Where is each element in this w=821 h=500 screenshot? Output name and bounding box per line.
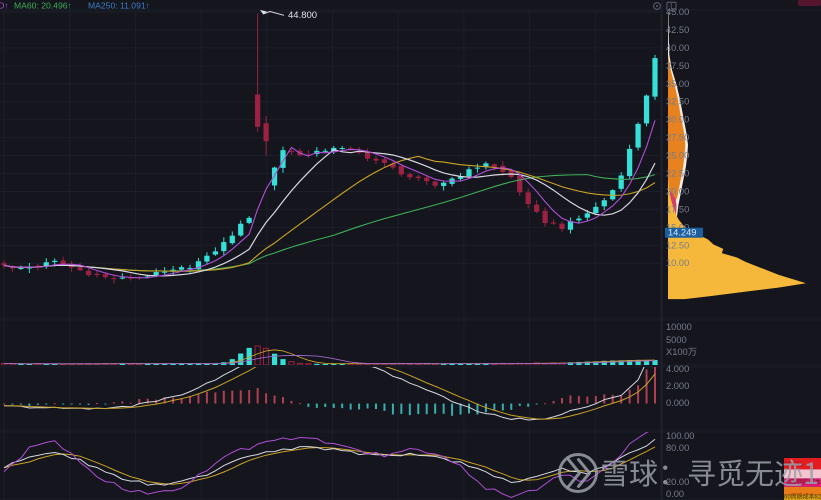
svg-text:32.50: 32.50 — [666, 97, 689, 107]
svg-text:5000: 5000 — [666, 335, 687, 345]
svg-text:0.000: 0.000 — [666, 398, 689, 408]
svg-text:X100万: X100万 — [666, 347, 697, 357]
svg-text:2.000: 2.000 — [666, 381, 689, 391]
svg-text:25.00: 25.00 — [666, 151, 689, 161]
svg-text:100.00: 100.00 — [666, 431, 694, 441]
svg-text:4.000: 4.000 — [666, 364, 689, 374]
svg-text:雪球：寻觅无迹18: 雪球：寻觅无迹18 — [600, 451, 821, 493]
svg-text:44.800: 44.800 — [288, 10, 317, 21]
svg-text:MA60: 20.496↑: MA60: 20.496↑ — [14, 1, 72, 11]
svg-text:37.50: 37.50 — [666, 61, 689, 71]
svg-text:12.50: 12.50 — [666, 240, 689, 250]
svg-text:14.249: 14.249 — [668, 228, 696, 238]
svg-text:30.00: 30.00 — [666, 115, 689, 125]
svg-text:10000: 10000 — [666, 322, 692, 332]
svg-text:42.50: 42.50 — [666, 25, 689, 35]
svg-text:10.00: 10.00 — [666, 258, 689, 268]
svg-text:22.50: 22.50 — [666, 168, 689, 178]
svg-text:20.00: 20.00 — [666, 186, 689, 196]
svg-text:UD↑: UD↑ — [0, 1, 9, 11]
svg-text:17.50: 17.50 — [666, 204, 689, 214]
svg-text:MA250: 11.091↑: MA250: 11.091↑ — [88, 1, 150, 11]
svg-text:35.00: 35.00 — [666, 79, 689, 89]
svg-text:45.00: 45.00 — [666, 7, 689, 17]
svg-text:27.50: 27.50 — [666, 133, 689, 143]
svg-text:40.00: 40.00 — [666, 43, 689, 53]
